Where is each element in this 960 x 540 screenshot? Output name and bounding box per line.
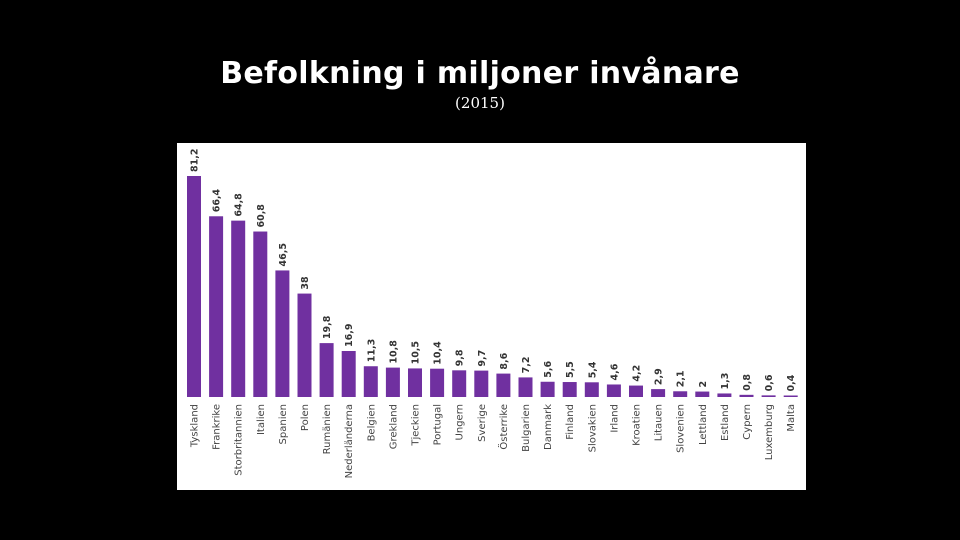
bar-20: [629, 385, 643, 397]
category-label-10: Tjeckien: [411, 404, 422, 447]
category-label-8: Belgien: [366, 404, 377, 441]
value-label-17: 5,5: [565, 361, 576, 378]
bar-15: [518, 377, 533, 397]
category-label-0: Tyskland: [190, 404, 201, 448]
bar-5: [297, 293, 312, 397]
value-label-10: 10,5: [411, 341, 422, 364]
value-label-24: 1,3: [720, 373, 731, 390]
value-label-18: 5,4: [587, 361, 598, 378]
bar-14: [496, 373, 511, 397]
bar-10: [408, 368, 422, 397]
value-label-1: 66,4: [212, 188, 223, 212]
bar-21: [651, 389, 666, 397]
bar-3: [253, 231, 268, 397]
chart-panel: 81,2 Tyskland 66,4 Frankrike 64,8 Storbritann…: [177, 143, 806, 490]
value-label-15: 7,2: [521, 357, 532, 374]
value-label-11: 10,4: [433, 341, 444, 365]
value-label-27: 0,4: [786, 374, 797, 391]
value-label-3: 60,8: [256, 204, 267, 228]
bar-0: [187, 176, 201, 397]
bar-1: [209, 216, 224, 397]
value-label-22: 2,1: [676, 370, 687, 387]
category-label-17: Finland: [565, 404, 576, 440]
bar-23: [695, 391, 710, 397]
category-label-25: Cypern: [742, 404, 753, 440]
value-label-12: 9,8: [455, 349, 466, 366]
category-label-7: Nederländerna: [344, 404, 355, 478]
category-label-13: Sverige: [477, 404, 488, 442]
category-label-4: Spanien: [278, 404, 289, 444]
value-label-25: 0,8: [742, 374, 753, 391]
page-subtitle: (2015): [455, 94, 505, 112]
category-label-14: Österrike: [497, 404, 510, 450]
bar-13: [474, 370, 489, 397]
bar-chart: 81,2 Tyskland 66,4 Frankrike 64,8 Storbritann…: [187, 149, 798, 478]
bar-25: [739, 394, 754, 397]
category-label-22: Slovenien: [676, 404, 687, 453]
category-label-9: Grekland: [388, 404, 399, 449]
bar-6: [319, 343, 334, 397]
bar-19: [606, 384, 621, 397]
category-label-2: Storbritannien: [234, 404, 245, 476]
bar-8: [363, 366, 378, 397]
value-label-23: 2: [698, 381, 709, 388]
value-label-21: 2,9: [654, 368, 665, 385]
category-label-6: Rumänien: [322, 404, 333, 454]
category-label-5: Polen: [300, 404, 311, 431]
page-title: Befolkning i miljoner invånare: [220, 56, 740, 91]
bar-12: [452, 370, 467, 397]
value-label-8: 11,3: [366, 339, 377, 362]
bar-11: [430, 368, 445, 397]
value-label-26: 0,6: [764, 374, 775, 391]
bar-27: [783, 395, 798, 397]
category-label-3: Italien: [256, 404, 267, 435]
bar-18: [584, 382, 599, 397]
bar-24: [717, 393, 732, 397]
value-label-6: 19,8: [322, 315, 333, 339]
bar-26: [761, 395, 776, 397]
value-label-14: 8,6: [499, 352, 510, 369]
category-label-26: Luxemburg: [764, 404, 775, 460]
value-label-7: 16,9: [344, 324, 355, 347]
bar-16: [540, 381, 555, 397]
value-label-13: 9,7: [477, 350, 488, 367]
category-label-18: Slovakien: [587, 404, 598, 452]
category-label-12: Ungern: [455, 404, 466, 440]
value-label-5: 38: [300, 276, 311, 290]
category-label-21: Litauen: [654, 404, 665, 441]
category-label-27: Malta: [786, 404, 797, 432]
bar-4: [275, 270, 290, 397]
category-label-11: Portugal: [433, 404, 444, 445]
value-label-0: 81,2: [190, 149, 201, 172]
value-label-16: 5,6: [543, 361, 554, 378]
value-label-20: 4,2: [632, 365, 643, 382]
category-label-23: Lettland: [698, 404, 709, 445]
bar-2: [231, 220, 246, 397]
value-label-2: 64,8: [234, 193, 245, 217]
category-label-16: Danmark: [543, 404, 554, 450]
value-label-19: 4,6: [609, 363, 620, 380]
bar-7: [341, 351, 356, 397]
value-label-4: 46,5: [278, 243, 289, 266]
bar-22: [673, 391, 688, 397]
value-label-9: 10,8: [388, 340, 399, 364]
category-label-15: Bulgarien: [521, 404, 532, 452]
category-label-20: Kroatien: [632, 404, 643, 446]
bar-17: [562, 382, 577, 397]
category-label-19: Irland: [609, 404, 620, 433]
bar-9: [385, 367, 400, 397]
category-label-24: Estland: [720, 404, 731, 441]
category-label-1: Frankrike: [212, 404, 223, 450]
